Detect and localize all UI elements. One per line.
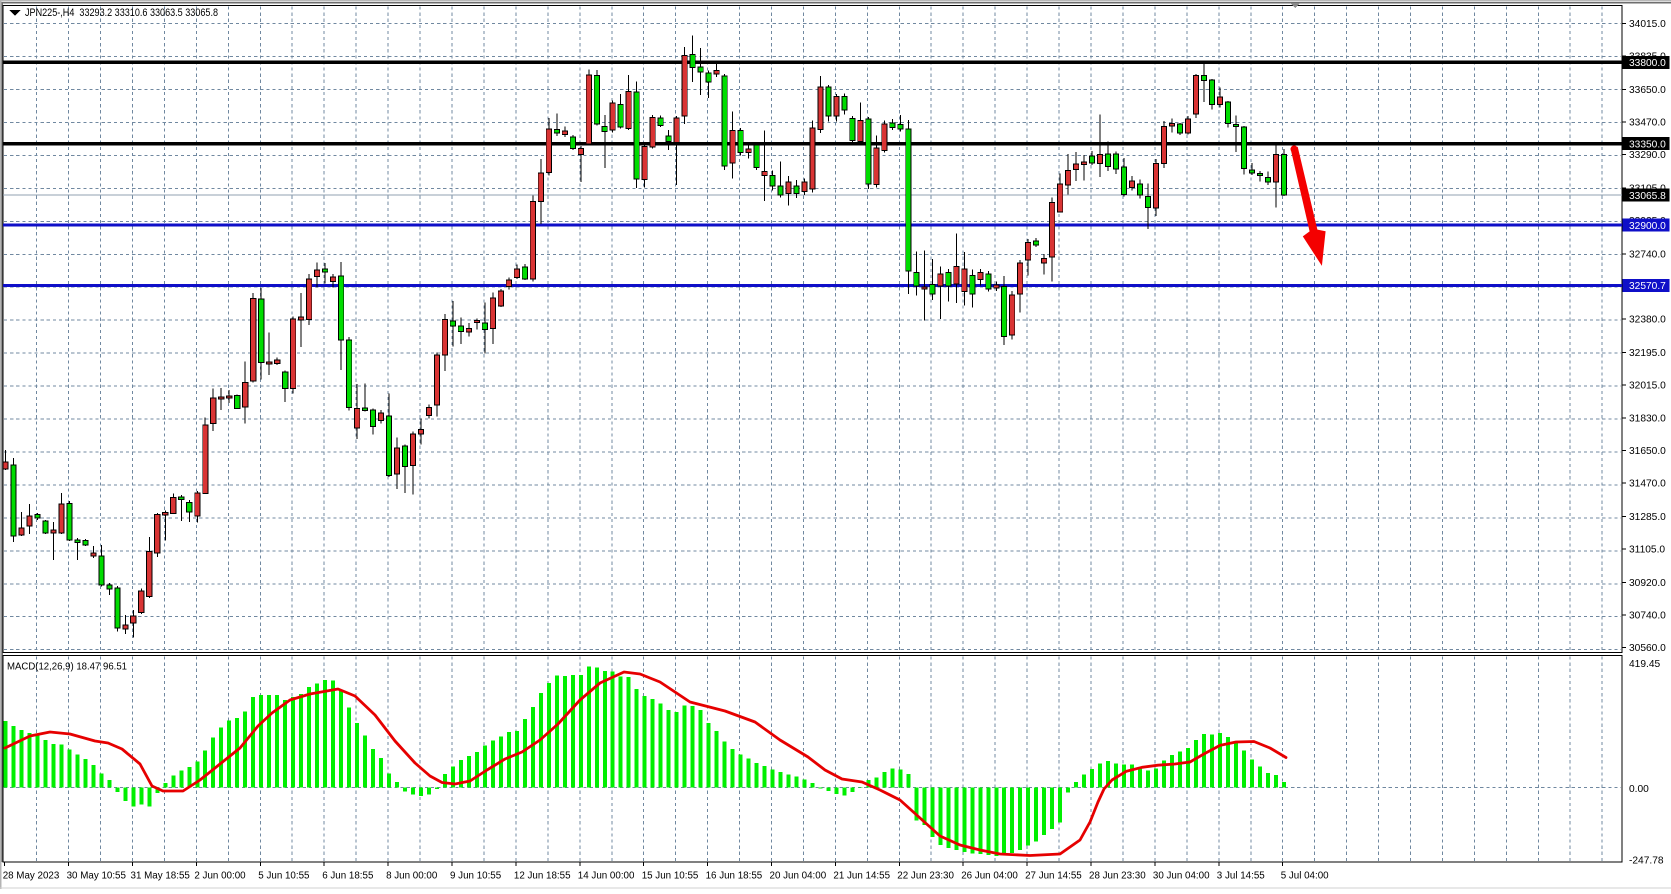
svg-text:32195.0: 32195.0 [1629,348,1666,359]
svg-text:419.45: 419.45 [1629,659,1660,670]
svg-text:16 Jun 18:55: 16 Jun 18:55 [706,871,763,882]
svg-text:28 May 2023: 28 May 2023 [3,871,60,882]
svg-text:31285.0: 31285.0 [1629,512,1666,523]
svg-text:30560.0: 30560.0 [1629,643,1666,654]
svg-text:33650.0: 33650.0 [1629,85,1666,96]
svg-text:31470.0: 31470.0 [1629,479,1666,490]
svg-text:15 Jun 10:55: 15 Jun 10:55 [642,871,699,882]
svg-text:14 Jun 00:00: 14 Jun 00:00 [578,871,635,882]
svg-text:0.00: 0.00 [1629,784,1649,795]
svg-text:22 Jun 23:30: 22 Jun 23:30 [897,871,954,882]
svg-text:-247.78: -247.78 [1629,855,1664,866]
svg-text:33470.0: 33470.0 [1629,118,1666,129]
svg-text:33290.0: 33290.0 [1629,150,1666,161]
svg-text:33350.0: 33350.0 [1629,140,1666,151]
svg-text:32015.0: 32015.0 [1629,380,1666,391]
svg-text:5 Jun 10:55: 5 Jun 10:55 [258,871,310,882]
svg-text:32380.0: 32380.0 [1629,314,1666,325]
svg-text:12 Jun 18:55: 12 Jun 18:55 [514,871,571,882]
svg-text:2 Jun 00:00: 2 Jun 00:00 [194,871,246,882]
svg-text:6 Jun 18:55: 6 Jun 18:55 [322,871,374,882]
svg-text:31 May 18:55: 31 May 18:55 [131,871,191,882]
svg-text:9 Jun 10:55: 9 Jun 10:55 [450,871,502,882]
svg-text:28 Jun 23:30: 28 Jun 23:30 [1089,871,1146,882]
svg-text:32740.0: 32740.0 [1629,249,1666,260]
svg-text:5 Jul 04:00: 5 Jul 04:00 [1281,871,1329,882]
svg-text:33065.8: 33065.8 [1629,191,1666,202]
svg-text:JPN225-,H4 33293.2 33310.6 33: JPN225-,H4 33293.2 33310.6 33063.5 33065… [25,7,218,19]
svg-text:31830.0: 31830.0 [1629,414,1666,425]
svg-text:21 Jun 14:55: 21 Jun 14:55 [833,871,890,882]
svg-text:30 May 10:55: 30 May 10:55 [67,871,127,882]
svg-text:MACD(12,26,9) 18.47 96.51: MACD(12,26,9) 18.47 96.51 [7,662,127,673]
svg-text:34015.0: 34015.0 [1629,19,1666,30]
svg-text:30920.0: 30920.0 [1629,578,1666,589]
svg-text:8 Jun 00:00: 8 Jun 00:00 [386,871,438,882]
svg-text:27 Jun 14:55: 27 Jun 14:55 [1025,871,1082,882]
svg-text:31105.0: 31105.0 [1629,545,1665,556]
svg-text:32900.0: 32900.0 [1629,221,1666,232]
svg-text:26 Jun 04:00: 26 Jun 04:00 [961,871,1018,882]
svg-text:32570.7: 32570.7 [1629,281,1666,292]
svg-text:30740.0: 30740.0 [1629,611,1666,622]
svg-text:33800.0: 33800.0 [1629,58,1666,69]
svg-text:3 Jul 14:55: 3 Jul 14:55 [1217,871,1265,882]
svg-text:31650.0: 31650.0 [1629,446,1666,457]
svg-text:30 Jun 04:00: 30 Jun 04:00 [1153,871,1210,882]
svg-text:20 Jun 04:00: 20 Jun 04:00 [770,871,827,882]
